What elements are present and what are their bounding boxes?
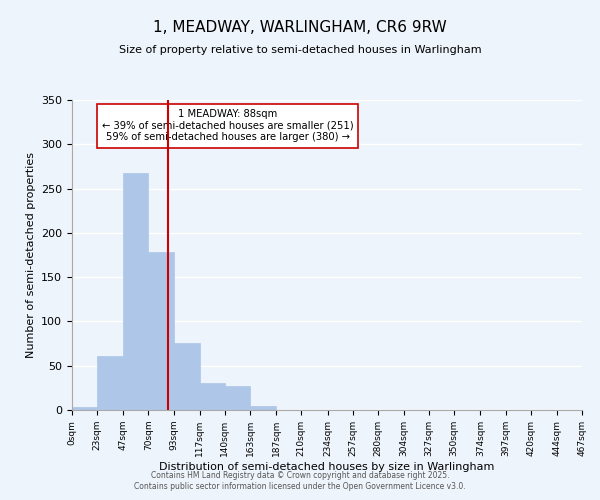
Y-axis label: Number of semi-detached properties: Number of semi-detached properties (26, 152, 35, 358)
Bar (97, 356, 124, 410)
Bar (124, 172, 148, 410)
Bar (173, 342, 200, 410)
Text: Contains public sector information licensed under the Open Government Licence v3: Contains public sector information licen… (134, 482, 466, 491)
Text: Size of property relative to semi-detached houses in Warlingham: Size of property relative to semi-detach… (119, 45, 481, 55)
Bar (250, 406, 276, 410)
X-axis label: Distribution of semi-detached houses by size in Warlingham: Distribution of semi-detached houses by … (160, 462, 494, 471)
Text: 1, MEADWAY, WARLINGHAM, CR6 9RW: 1, MEADWAY, WARLINGHAM, CR6 9RW (153, 20, 447, 35)
Bar (225, 386, 250, 410)
Text: 1 MEADWAY: 88sqm
← 39% of semi-detached houses are smaller (251)
59% of semi-det: 1 MEADWAY: 88sqm ← 39% of semi-detached … (102, 110, 353, 142)
Text: Contains HM Land Registry data © Crown copyright and database right 2025.: Contains HM Land Registry data © Crown c… (151, 470, 449, 480)
Bar (200, 384, 225, 410)
Bar (72, 408, 97, 410)
Bar (148, 252, 173, 410)
